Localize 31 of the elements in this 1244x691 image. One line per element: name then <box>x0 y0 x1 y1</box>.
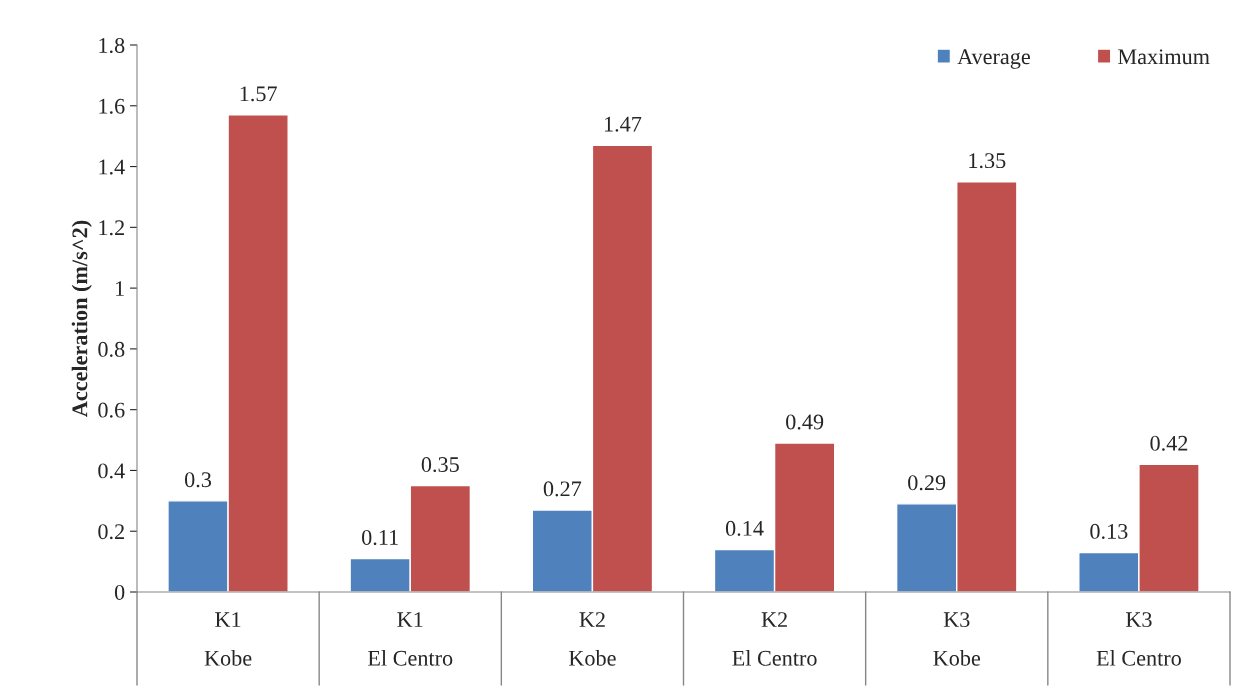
y-tick-label: 1.6 <box>99 98 125 114</box>
data-label: 0.13 <box>1090 523 1128 539</box>
data-label: 1.47 <box>604 116 642 132</box>
legend-label: Average <box>957 49 1030 69</box>
data-label: 0.27 <box>543 481 582 497</box>
y-tick-label: 1.4 <box>99 159 125 175</box>
y-tick-label: 1 <box>116 281 124 296</box>
data-label: 1.35 <box>969 153 1006 169</box>
x-tick-label: K3 El Centro <box>1096 612 1181 666</box>
x-tick-label: K1 Kobe <box>204 612 252 666</box>
x-tick-label: K2 Kobe <box>568 612 616 666</box>
y-tick-label: 0 <box>114 584 125 600</box>
x-tick-label: K3 Kobe <box>933 612 981 666</box>
data-label: 1.57 <box>240 86 277 102</box>
data-label: 0.35 <box>421 457 459 473</box>
x-tick-label: K2 El Centro <box>732 612 817 666</box>
data-label: 0.11 <box>362 529 398 546</box>
y-tick-label: 0.8 <box>98 341 125 357</box>
y-tick-label: 0.4 <box>98 463 125 479</box>
x-tick-label: K1 El Centro <box>368 612 453 666</box>
data-label: 0.42 <box>1150 435 1188 451</box>
y-tick-label: 0.6 <box>98 402 125 418</box>
data-label: 0.14 <box>725 520 764 536</box>
y-tick-label: 1.2 <box>99 220 124 236</box>
data-label: 0.3 <box>184 472 212 488</box>
data-label: 0.29 <box>908 475 946 491</box>
y-axis-title: Acceleration (m/s^2) <box>71 220 92 417</box>
data-label: 0.49 <box>786 414 824 430</box>
legend-label: Maximum <box>1118 49 1210 65</box>
y-tick-label: 1.8 <box>99 37 125 54</box>
y-tick-label: 0.2 <box>98 524 124 540</box>
